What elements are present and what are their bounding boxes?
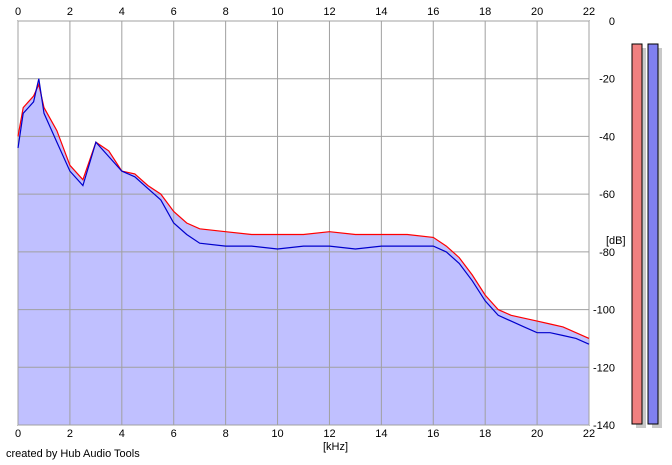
x-tick-label-top: 22 xyxy=(583,6,595,18)
y-tick-label: -80 xyxy=(599,247,615,259)
y-tick-label: -120 xyxy=(593,362,615,374)
x-tick-label-bottom: 10 xyxy=(271,428,283,440)
y-tick-label: -140 xyxy=(593,420,615,432)
x-tick-label-top: 18 xyxy=(479,6,491,18)
y-axis-label: [dB] xyxy=(606,235,626,247)
x-tick-label-top: 8 xyxy=(223,6,229,18)
level-meter-left xyxy=(631,43,643,425)
x-tick-label-top: 14 xyxy=(375,6,387,18)
x-tick-label-top: 4 xyxy=(119,6,125,18)
x-tick-label-bottom: 14 xyxy=(375,428,387,440)
x-tick-label-top: 6 xyxy=(171,6,177,18)
x-axis-label: [kHz] xyxy=(323,441,348,453)
level-meter-right xyxy=(647,43,659,425)
x-tick-label-bottom: 6 xyxy=(171,428,177,440)
y-tick-label: -20 xyxy=(599,74,615,86)
axis-tick-labels: 002244668810101212141416161818202022220-… xyxy=(15,6,615,440)
spectrum-series xyxy=(17,78,590,345)
level-meters xyxy=(631,43,662,428)
grid-lines xyxy=(17,20,590,426)
x-tick-label-bottom: 20 xyxy=(531,428,543,440)
x-tick-label-bottom: 0 xyxy=(15,428,21,440)
series-line-1 xyxy=(17,82,590,339)
x-tick-label-bottom: 2 xyxy=(67,428,73,440)
x-tick-label-top: 12 xyxy=(323,6,335,18)
x-tick-label-bottom: 16 xyxy=(427,428,439,440)
x-tick-label-bottom: 22 xyxy=(583,428,595,440)
x-tick-label-top: 16 xyxy=(427,6,439,18)
x-tick-label-bottom: 8 xyxy=(223,428,229,440)
y-tick-label: 0 xyxy=(609,16,615,28)
x-tick-label-top: 10 xyxy=(271,6,283,18)
x-tick-label-bottom: 12 xyxy=(323,428,335,440)
y-tick-label: -100 xyxy=(593,305,615,317)
credit-text: created by Hub Audio Tools xyxy=(6,448,140,460)
x-tick-label-top: 20 xyxy=(531,6,543,18)
x-tick-label-top: 2 xyxy=(67,6,73,18)
y-tick-label: -60 xyxy=(599,189,615,201)
y-tick-label: -40 xyxy=(599,131,615,143)
x-tick-label-bottom: 4 xyxy=(119,428,125,440)
x-tick-label-top: 0 xyxy=(15,6,21,18)
x-tick-label-bottom: 18 xyxy=(479,428,491,440)
series-line-2 xyxy=(17,78,590,345)
